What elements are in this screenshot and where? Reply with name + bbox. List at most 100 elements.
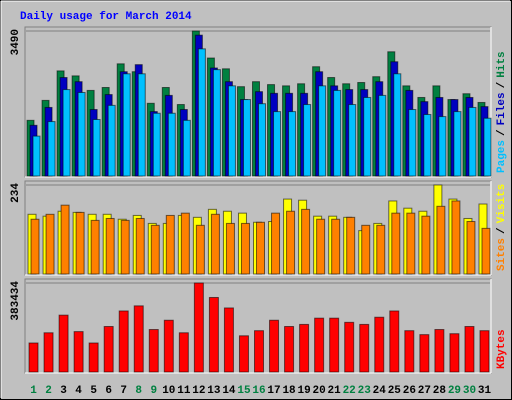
bar xyxy=(331,218,341,275)
bar xyxy=(152,112,161,177)
bar xyxy=(363,96,372,177)
x-tick-label: 18 xyxy=(282,385,296,397)
x-tick-label: 12 xyxy=(192,385,205,397)
y-tick-label: 234 xyxy=(10,183,22,203)
bar xyxy=(92,118,101,177)
x-tick-label: 20 xyxy=(313,385,326,397)
bar xyxy=(180,212,190,275)
bar xyxy=(62,89,71,177)
bar xyxy=(193,282,204,373)
bar xyxy=(423,114,432,177)
bar xyxy=(314,317,325,373)
bar xyxy=(75,211,85,275)
bar xyxy=(376,224,386,275)
x-tick-label: 4 xyxy=(75,385,82,397)
x-tick-label: 26 xyxy=(403,385,416,397)
x-tick-label: 25 xyxy=(388,385,402,397)
bar xyxy=(223,307,234,373)
bar xyxy=(210,213,220,275)
x-tick-label: 22 xyxy=(343,385,356,397)
bar xyxy=(227,85,236,177)
bar xyxy=(374,316,385,373)
x-tick-label: 8 xyxy=(135,385,142,397)
bar xyxy=(438,116,447,177)
bar xyxy=(238,335,249,373)
legend-separator: / xyxy=(496,129,508,136)
bar xyxy=(329,317,340,373)
x-tick-label: 6 xyxy=(105,385,112,397)
bar xyxy=(73,331,84,373)
bar xyxy=(378,94,387,177)
bar xyxy=(316,218,326,275)
x-tick-label: 3 xyxy=(60,385,67,397)
bar xyxy=(466,221,476,275)
bar xyxy=(273,111,282,177)
bar xyxy=(163,319,174,373)
bar xyxy=(120,219,130,275)
bar xyxy=(118,310,129,373)
bar xyxy=(344,321,355,373)
bar xyxy=(346,216,356,275)
bar xyxy=(178,332,189,373)
bar xyxy=(301,208,311,275)
legend-entry: Files xyxy=(496,92,508,125)
bar xyxy=(167,112,176,177)
x-tick-label: 24 xyxy=(373,385,387,397)
bar xyxy=(58,314,69,373)
x-tick-label: 19 xyxy=(297,385,310,397)
bar xyxy=(45,213,55,275)
x-tick-label: 15 xyxy=(237,385,251,397)
x-tick-label: 29 xyxy=(448,385,461,397)
bar xyxy=(271,212,281,275)
bar xyxy=(453,111,462,177)
x-tick-label: 9 xyxy=(150,385,157,397)
bar xyxy=(135,217,145,275)
bar xyxy=(419,334,430,373)
bar xyxy=(333,89,342,177)
bar xyxy=(286,210,296,275)
legend-entry: Pages xyxy=(496,140,508,173)
x-tick-label: 11 xyxy=(177,385,191,397)
x-tick-label: 5 xyxy=(90,385,97,397)
bar xyxy=(451,200,461,275)
legend-entry: Hits xyxy=(496,51,508,77)
x-tick-label: 16 xyxy=(252,385,265,397)
bar xyxy=(240,222,250,275)
bar xyxy=(208,296,219,373)
bar xyxy=(258,103,266,177)
legend: Sites / Visits xyxy=(496,184,508,271)
bar xyxy=(32,135,41,177)
bar xyxy=(212,69,221,177)
bar xyxy=(299,323,310,373)
bar xyxy=(107,104,116,177)
bar xyxy=(197,48,206,177)
bar xyxy=(318,85,327,177)
x-tick-label: 30 xyxy=(463,385,476,397)
bar xyxy=(348,104,357,177)
bar xyxy=(464,326,475,373)
bar xyxy=(88,342,99,373)
bar xyxy=(195,224,205,275)
bar xyxy=(133,305,144,373)
bar xyxy=(434,329,445,373)
x-tick-label: 21 xyxy=(328,385,342,397)
bar xyxy=(165,214,175,275)
legend-entry: Visits xyxy=(496,184,508,224)
x-tick-label: 27 xyxy=(418,385,431,397)
bar xyxy=(421,215,431,275)
legend: KBytes xyxy=(496,329,508,369)
bar xyxy=(150,224,160,275)
bar xyxy=(361,224,371,275)
bar xyxy=(148,329,159,373)
bar xyxy=(408,109,417,177)
x-tick-label: 23 xyxy=(358,385,372,397)
bar xyxy=(28,342,39,373)
legend-separator: / xyxy=(496,227,508,234)
bar xyxy=(389,310,400,373)
bar xyxy=(479,330,490,373)
x-tick-label: 31 xyxy=(478,385,492,397)
x-tick-label: 17 xyxy=(267,385,280,397)
bar xyxy=(254,330,264,373)
bar xyxy=(436,205,446,275)
x-tick-label: 28 xyxy=(433,385,447,397)
